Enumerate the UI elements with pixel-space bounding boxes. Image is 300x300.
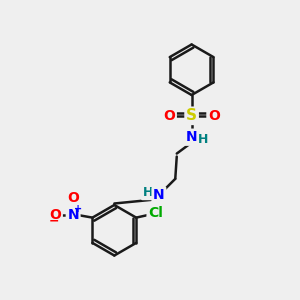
Text: O: O xyxy=(50,208,61,222)
Text: S: S xyxy=(186,108,197,123)
Text: H: H xyxy=(142,186,153,199)
Text: H: H xyxy=(198,133,209,146)
Text: −: − xyxy=(49,215,59,228)
Text: O: O xyxy=(208,109,220,123)
Text: +: + xyxy=(74,204,83,214)
Text: O: O xyxy=(67,191,79,205)
Text: N: N xyxy=(153,188,165,202)
Text: O: O xyxy=(164,109,175,123)
Text: N: N xyxy=(186,130,197,144)
Text: N: N xyxy=(67,208,79,222)
Text: Cl: Cl xyxy=(148,206,163,220)
